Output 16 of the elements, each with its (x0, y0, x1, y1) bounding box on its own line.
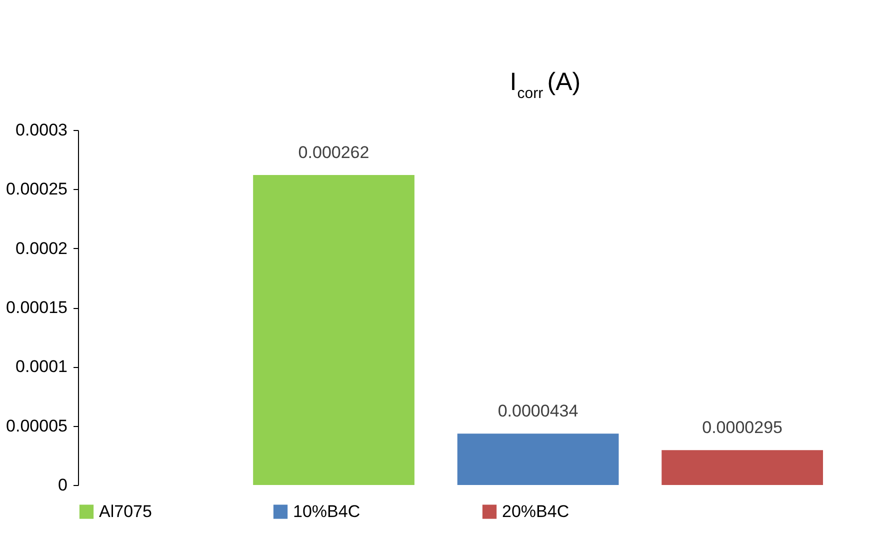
bar (253, 174, 414, 485)
legend-label: Al7075 (99, 502, 152, 521)
y-tick-label: 0.0002 (16, 238, 68, 258)
legend-label: 10%B4C (293, 502, 360, 521)
legend-label: 20%B4C (502, 502, 570, 521)
y-tick-label: 0.0003 (16, 120, 68, 140)
y-tick-label: 0.00015 (6, 298, 68, 317)
bar (662, 450, 823, 485)
y-tick-label: 0.00025 (6, 180, 68, 199)
data-label: 0.000262 (298, 142, 370, 162)
y-tick-label: 0.0001 (16, 357, 68, 376)
y-tick-label: 0 (58, 476, 68, 494)
data-label: 0.0000434 (498, 402, 578, 421)
data-label: 0.0000295 (702, 418, 782, 438)
y-tick-label: 0.00005 (6, 416, 68, 436)
bar (457, 434, 619, 485)
